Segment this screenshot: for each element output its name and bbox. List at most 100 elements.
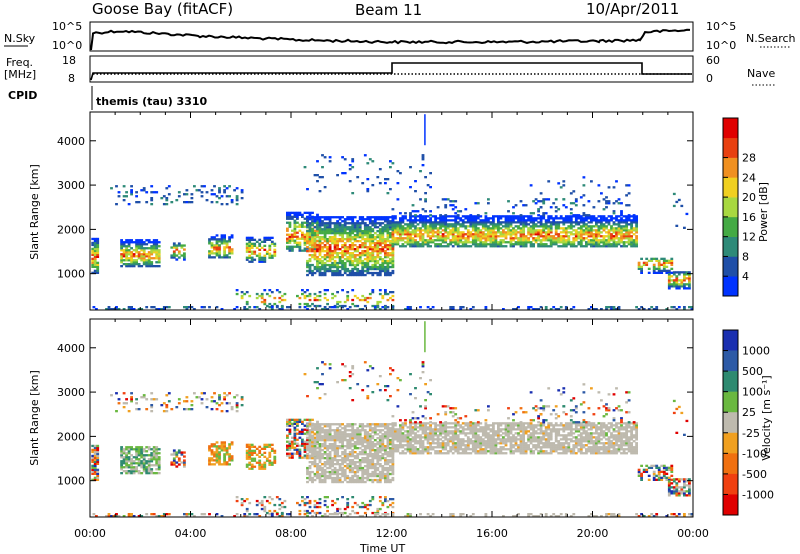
power-cell: [607, 245, 611, 248]
velocity-cell: [273, 457, 277, 460]
power-cell: [248, 246, 252, 249]
power-cell: [250, 260, 254, 263]
velocity-cell: [366, 425, 370, 428]
power-cell: [667, 283, 671, 286]
power-cell: [343, 258, 347, 261]
power-cell: [137, 253, 141, 256]
velocity-cell: [406, 434, 410, 437]
velocity-cell: [303, 456, 307, 459]
velocity-cell: [177, 459, 181, 462]
power-cell: [328, 259, 332, 263]
velocity-cell: [386, 463, 390, 466]
power-cell: [522, 237, 525, 240]
power-cell: [353, 263, 357, 267]
velocity-cell: [303, 424, 307, 427]
velocity-cell: [96, 462, 100, 465]
velocity-cell: [301, 422, 304, 425]
power-cell: [587, 200, 591, 203]
power-cell: [228, 236, 231, 239]
power-cell: [569, 202, 573, 205]
power-cell: [396, 233, 400, 236]
velocity-cell: [343, 465, 347, 468]
velocity-cell: [381, 433, 385, 436]
velocity-cell: [321, 429, 324, 432]
power-cell: [218, 197, 221, 200]
power-cell: [368, 252, 372, 255]
velocity-cell: [394, 432, 397, 435]
power-cell: [120, 265, 123, 268]
power-cell: [331, 258, 334, 261]
power-cell: [529, 241, 533, 244]
power-cell: [311, 248, 314, 251]
power-cell: [617, 225, 621, 228]
velocity-cell: [298, 452, 302, 455]
velocity-cell: [331, 437, 334, 440]
power-cell: [610, 225, 613, 228]
power-cell: [338, 224, 342, 227]
power-cell: [323, 234, 327, 237]
power-cell: [544, 233, 548, 236]
power-cell: [157, 257, 161, 260]
power-cell: [313, 304, 317, 308]
power-cell: [449, 215, 453, 218]
velocity-cell: [268, 459, 272, 462]
power-cell: [286, 221, 289, 224]
power-cell: [655, 308, 659, 311]
power-cell: [582, 184, 586, 187]
power-cell: [637, 265, 641, 268]
velocity-cell: [399, 438, 402, 441]
velocity-cell: [351, 425, 355, 428]
power-cell: [574, 217, 578, 220]
power-cell: [587, 235, 591, 238]
velocity-cell: [308, 470, 312, 474]
power-cell: [150, 249, 154, 252]
velocity-cell: [122, 456, 126, 459]
power-cell: [378, 308, 382, 311]
power-cell: [280, 306, 284, 309]
power-cell: [625, 237, 628, 240]
power-cell: [431, 231, 435, 234]
power-cell: [411, 233, 415, 236]
power-cell: [321, 273, 324, 277]
velocity-cell: [389, 466, 392, 470]
velocity-cell: [373, 425, 377, 428]
velocity-cell: [351, 470, 355, 474]
power-cell: [228, 238, 231, 241]
power-cell: [416, 233, 420, 236]
power-cell: [373, 306, 377, 309]
power-cell: [509, 225, 513, 228]
velocity-cell: [409, 444, 412, 447]
power-cell: [441, 241, 445, 244]
power-cell: [326, 263, 329, 267]
power-cell: [547, 225, 551, 228]
power-cell: [660, 257, 664, 260]
velocity-cell: [341, 480, 344, 484]
velocity-cell: [311, 457, 314, 460]
power-cell: [296, 294, 299, 298]
power-cell: [489, 221, 493, 224]
power-cell: [326, 248, 329, 251]
velocity-cell: [444, 430, 448, 433]
power-cell: [625, 194, 628, 197]
velocity-cell: [291, 436, 294, 439]
velocity-cell: [125, 452, 128, 455]
velocity-cell: [147, 464, 151, 467]
power-cell: [655, 267, 659, 270]
power-cell: [389, 296, 392, 300]
power-cell: [157, 253, 161, 256]
velocity-cell: [248, 447, 252, 450]
power-cell: [308, 248, 312, 251]
velocity-cell: [142, 462, 146, 465]
velocity-cell: [343, 425, 347, 428]
power-cell: [210, 244, 214, 247]
power-cell: [411, 229, 415, 232]
power-cell: [522, 227, 525, 230]
velocity-cell: [130, 472, 133, 475]
power-cell: [348, 258, 352, 261]
power-cell: [371, 271, 375, 275]
power-cell: [318, 258, 322, 261]
velocity-cell: [441, 448, 445, 451]
power-cell: [489, 217, 493, 220]
power-cell: [373, 222, 377, 225]
power-cell: [318, 254, 322, 257]
